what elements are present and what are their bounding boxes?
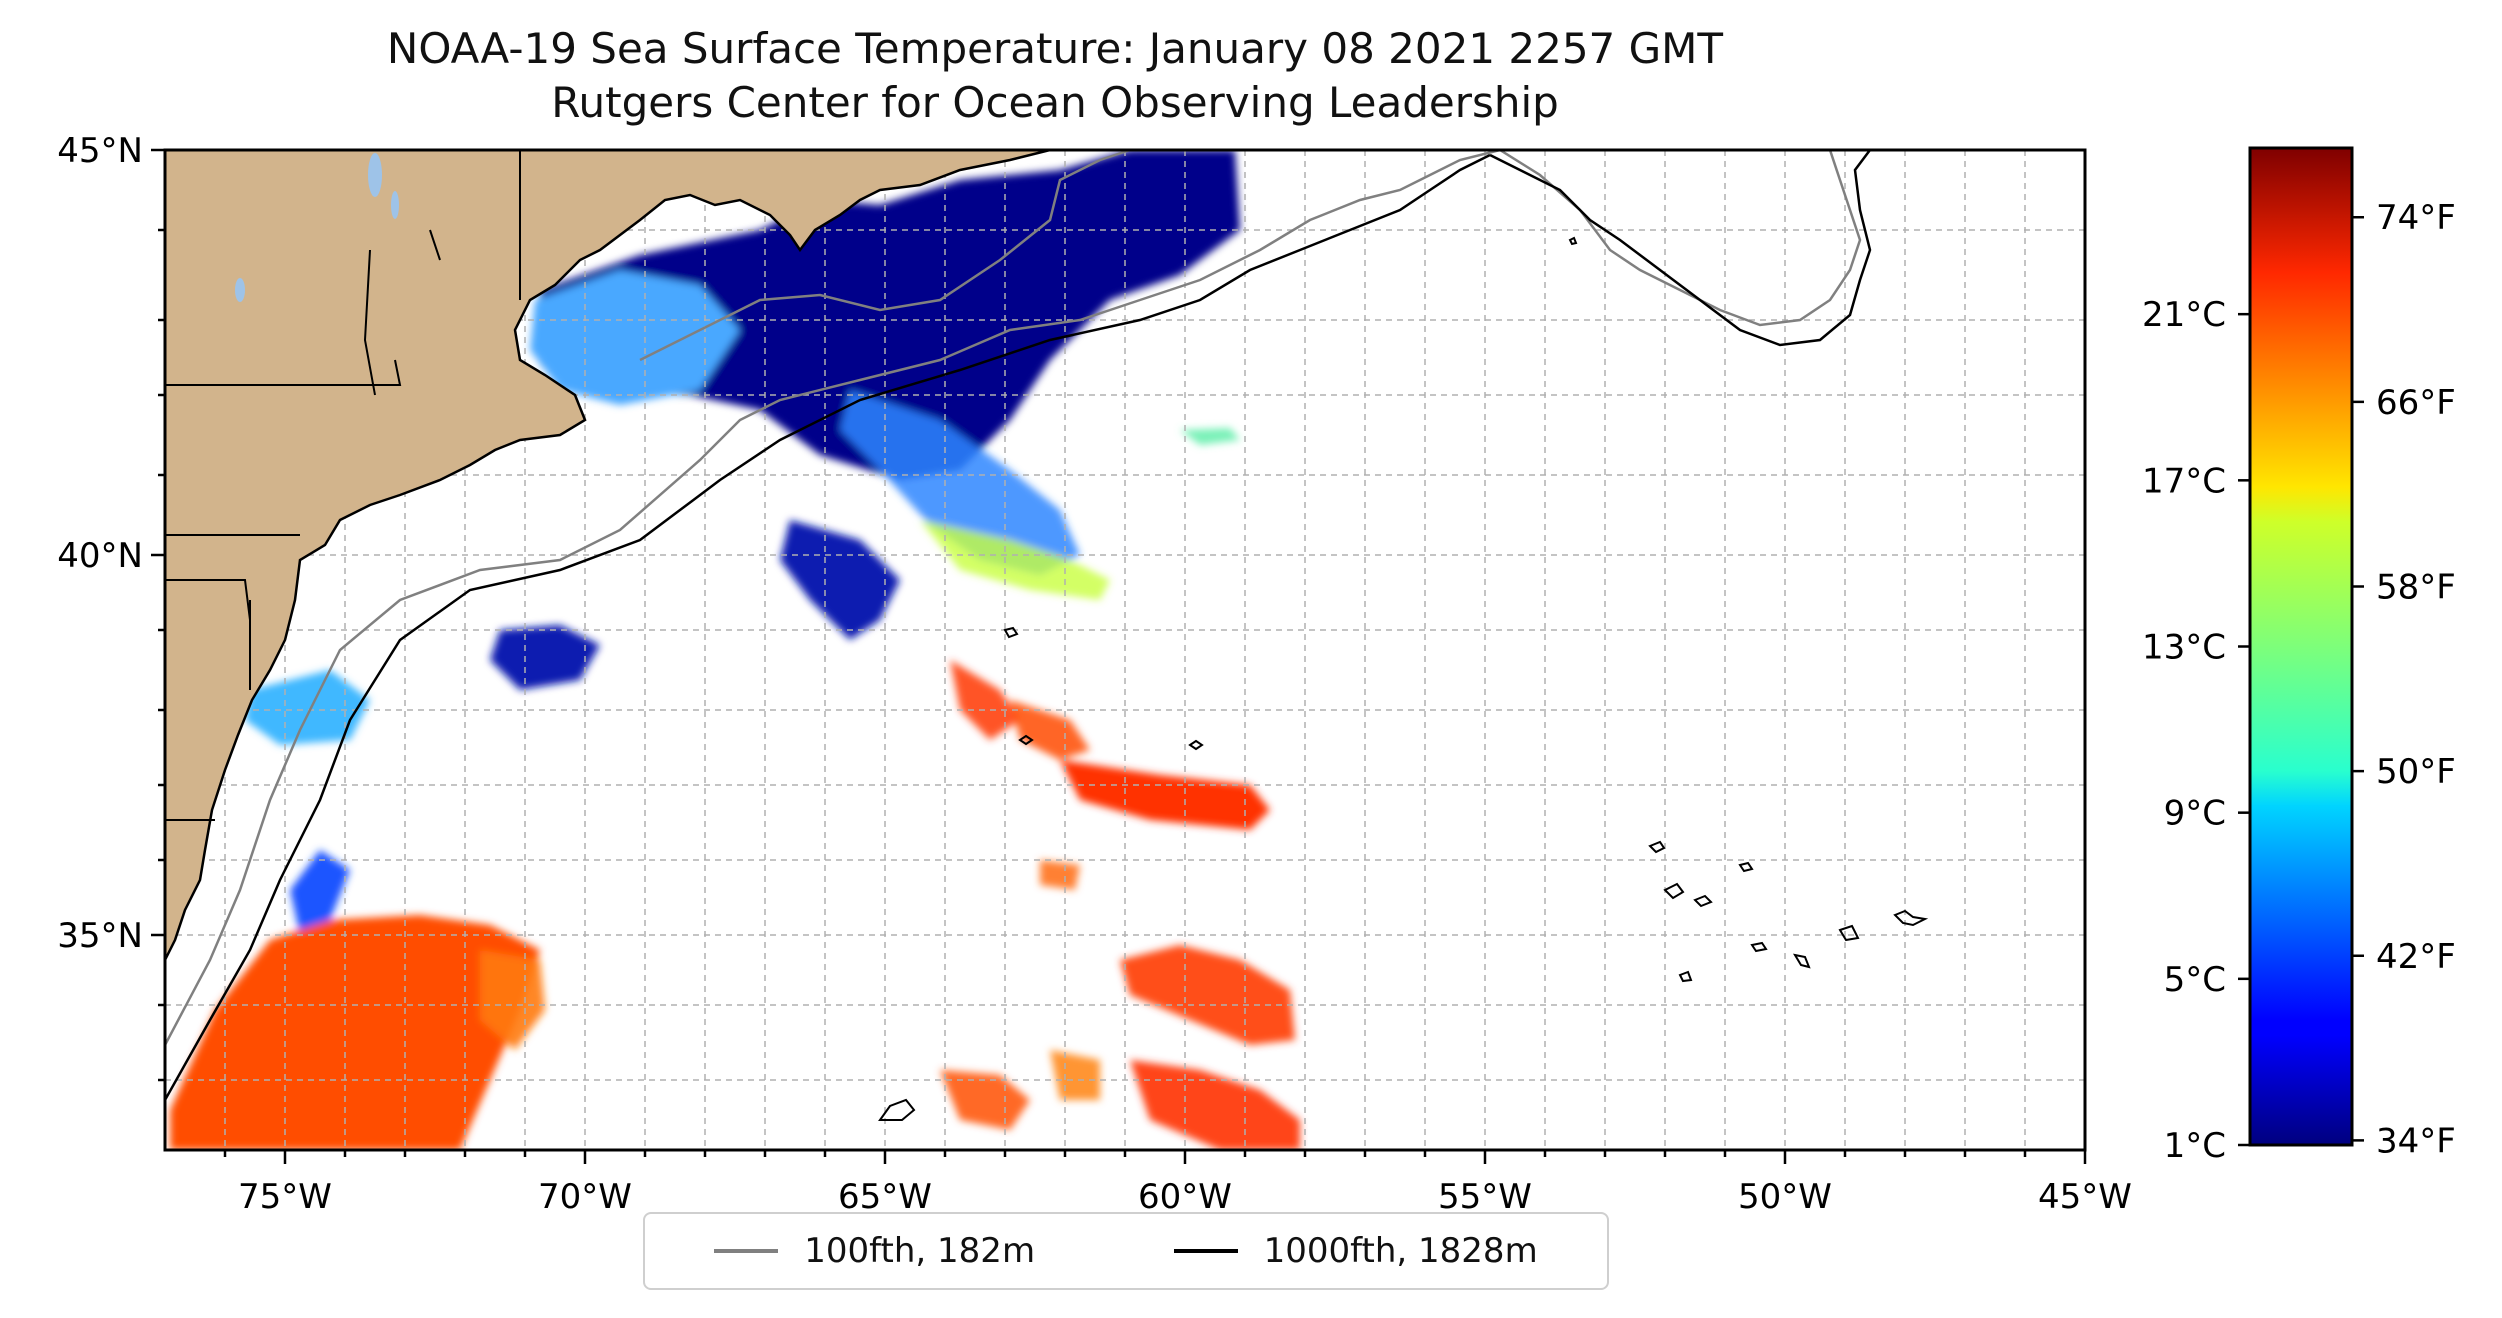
colorbar: 1°C 5°C 9°C 13°C 17°C 21°C 34°F 42°F 50°… <box>2142 146 2456 1166</box>
lon-tick-label: 50°W <box>1738 1177 1832 1217</box>
lon-tick-label: 75°W <box>238 1177 332 1217</box>
legend-entry-1000fth: 1000fth, 1828m <box>1173 1231 1538 1271</box>
state-borders <box>165 150 521 821</box>
contour-legend: 100fth, 182m 1000fth, 1828m <box>643 1212 1609 1290</box>
lakes <box>235 153 399 302</box>
colorbar-fahrenheit-label: 50°F <box>2376 752 2456 792</box>
lat-tick-label: 45°N <box>57 131 143 171</box>
land-mass <box>165 150 1051 961</box>
legend-line-black <box>1173 1249 1238 1253</box>
colorbar-celsius-label: 13°C <box>2142 628 2226 668</box>
legend-line-gray <box>714 1249 779 1253</box>
contour-1000fth-banks <box>1489 150 1872 347</box>
title-line-2: Rutgers Center for Ocean Observing Leade… <box>551 78 1559 127</box>
colorbar-fahrenheit-labels: 34°F 42°F 50°F 58°F 66°F 74°F <box>2376 198 2456 1161</box>
lon-tick-label: 60°W <box>1138 1177 1232 1217</box>
colorbar-celsius-label: 17°C <box>2142 461 2226 501</box>
lon-tick-labels: 75°W 70°W 65°W 60°W 55°W 50°W 45°W <box>238 1177 2132 1217</box>
contour-100fth <box>165 150 1501 1046</box>
legend-label: 1000fth, 1828m <box>1263 1231 1538 1271</box>
colorbar-fahrenheit-label: 42°F <box>2376 937 2456 977</box>
legend-label: 100fth, 182m <box>804 1231 1036 1271</box>
lat-tick-label: 40°N <box>57 536 143 576</box>
title-line-1: NOAA-19 Sea Surface Temperature: January… <box>386 24 1724 73</box>
lon-tick-label: 45°W <box>2038 1177 2132 1217</box>
colorbar-celsius-labels: 1°C 5°C 9°C 13°C 17°C 21°C <box>2142 295 2226 1166</box>
lat-tick-label: 35°N <box>57 916 143 956</box>
tick-marks <box>151 148 2087 1164</box>
colorbar-fahrenheit-label: 58°F <box>2376 567 2456 607</box>
seamounts <box>878 236 1929 1121</box>
legend-entry-100fth: 100fth, 182m <box>714 1231 1035 1271</box>
colorbar-celsius-label: 21°C <box>2142 295 2226 335</box>
lon-tick-label: 55°W <box>1438 1177 1532 1217</box>
colorbar-gradient <box>2248 146 2354 1147</box>
contour-100fth-banks <box>1499 150 1862 327</box>
colorbar-fahrenheit-label: 66°F <box>2376 383 2456 423</box>
colorbar-celsius-label: 1°C <box>2164 1126 2226 1166</box>
colorbar-fahrenheit-label: 74°F <box>2376 198 2456 238</box>
colorbar-fahrenheit-label: 34°F <box>2376 1121 2456 1161</box>
contour-100fth-gulf <box>639 150 1131 362</box>
map-title: NOAA-19 Sea Surface Temperature: January… <box>165 22 1945 130</box>
colorbar-celsius-label: 5°C <box>2164 960 2226 1000</box>
contour-1000fth <box>165 153 1491 1101</box>
lon-tick-label: 70°W <box>538 1177 632 1217</box>
lat-tick-labels: 45°N 40°N 35°N <box>57 131 143 956</box>
lon-tick-label: 65°W <box>838 1177 932 1217</box>
colorbar-celsius-label: 9°C <box>2164 794 2226 834</box>
map-area <box>165 150 2085 1150</box>
